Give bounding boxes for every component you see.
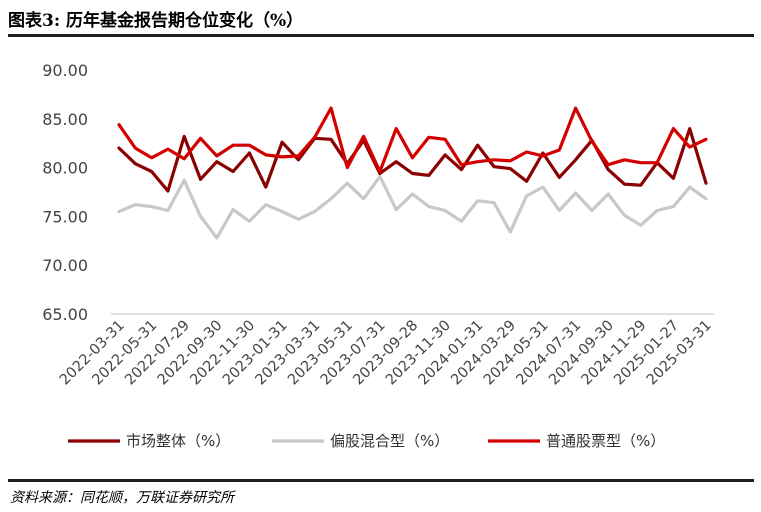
y-tick-label: 80.00 <box>42 159 88 178</box>
x-axis: 2022-03-312022-05-312022-07-292022-09-30… <box>57 318 715 389</box>
series-layer <box>117 106 708 240</box>
y-axis: 90.00 85.00 80.00 75.00 70.00 65.00 <box>42 61 88 324</box>
legend-label-1: 市场整体（%） <box>126 432 230 450</box>
bottom-rule <box>8 479 754 482</box>
legend: 市场整体（%） 偏股混合型（%） 普通股票型（%） <box>68 432 665 450</box>
top-rule <box>8 34 754 37</box>
y-tick-label: 75.00 <box>42 207 88 226</box>
legend-label-2: 偏股混合型（%） <box>330 432 449 450</box>
y-tick-label: 90.00 <box>42 61 88 80</box>
series-line-2 <box>117 174 708 240</box>
y-tick-label: 85.00 <box>42 110 88 129</box>
source-note: 资料来源：同花顺，万联证券研究所 <box>10 490 234 506</box>
y-tick-label: 65.00 <box>42 305 88 324</box>
line-chart: 90.00 85.00 80.00 75.00 70.00 65.00 2022-03-3… <box>42 61 715 450</box>
y-tick-label: 70.00 <box>42 256 88 275</box>
series-line-3 <box>117 106 708 174</box>
series-line-1 <box>117 127 708 193</box>
legend-label-3: 普通股票型（%） <box>546 432 665 450</box>
chart-title: 图表3: 历年基金报告期仓位变化（%） <box>8 11 304 31</box>
